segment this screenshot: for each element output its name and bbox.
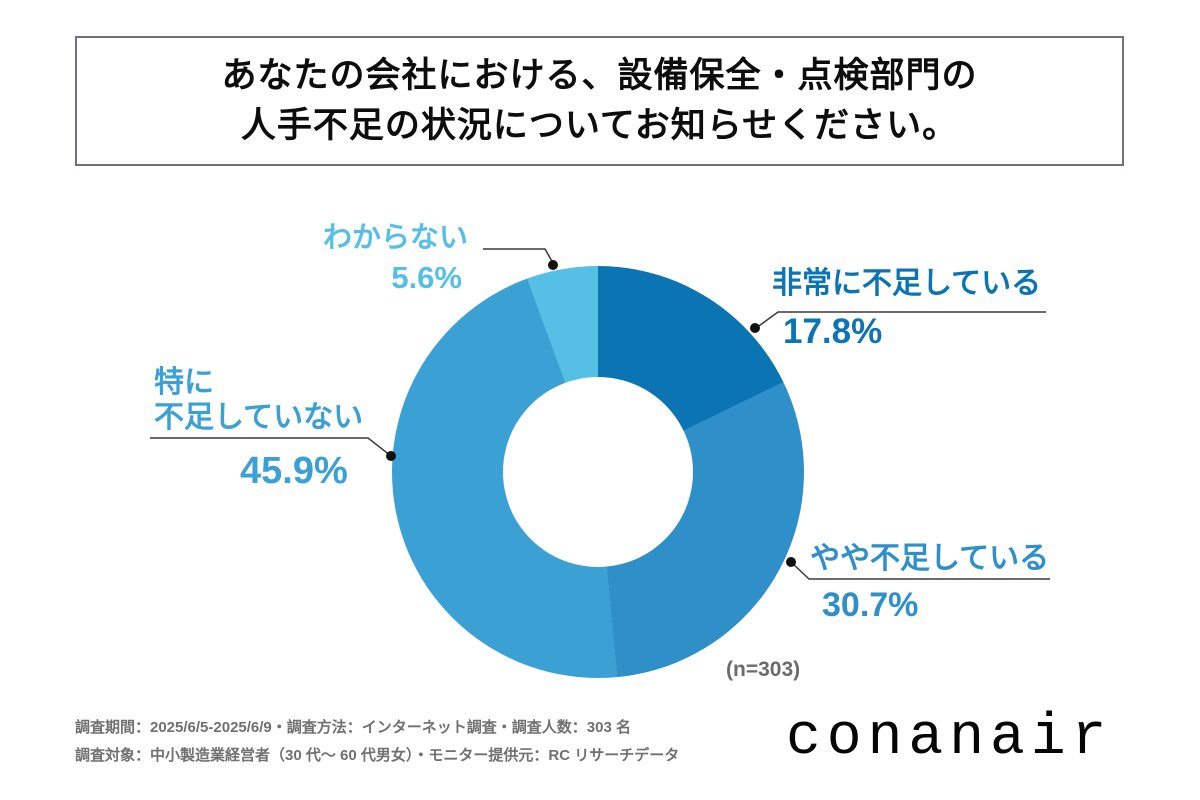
slice-value-yaya: 30.7%	[822, 586, 919, 624]
slice-value-tokuni: 45.9%	[240, 450, 348, 492]
title-line-1: あなたの会社における、設備保全・点検部門の	[221, 56, 978, 95]
survey-info: 調査期間：2025/6/5-2025/6/9・調査方法：インターネット調査・調査…	[75, 714, 679, 770]
slice-label-wakaranai: わからない	[322, 222, 468, 254]
leader-wakaranai	[483, 248, 558, 270]
slice-label-tokuni: 特に 不足していない	[154, 366, 364, 434]
survey-info-line-1: 調査期間：2025/6/5-2025/6/9・調査方法：インターネット調査・調査…	[75, 719, 631, 736]
slice-value-wakaranai: 5.6%	[391, 260, 462, 295]
survey-info-line-2: 調査対象：中小製造業経営者（30 代〜 60 代男女）・モニター提供元：RC リ…	[75, 747, 680, 764]
slice-label-hijou: 非常に不足している	[772, 267, 1042, 300]
title-line-2: 人手不足の状況についてお知らせください。	[240, 106, 959, 145]
donut-hole	[503, 377, 693, 567]
slice-value-hijou: 17.8%	[783, 312, 883, 351]
company-logo: conanair	[786, 706, 1113, 771]
sample-size-label: (n=303)	[726, 658, 801, 681]
slice-label-yaya: やや不足している	[810, 542, 1050, 575]
donut-chart	[392, 266, 804, 678]
title-box: あなたの会社における、設備保全・点検部門の 人手不足の状況についてお知らせくださ…	[75, 36, 1124, 166]
